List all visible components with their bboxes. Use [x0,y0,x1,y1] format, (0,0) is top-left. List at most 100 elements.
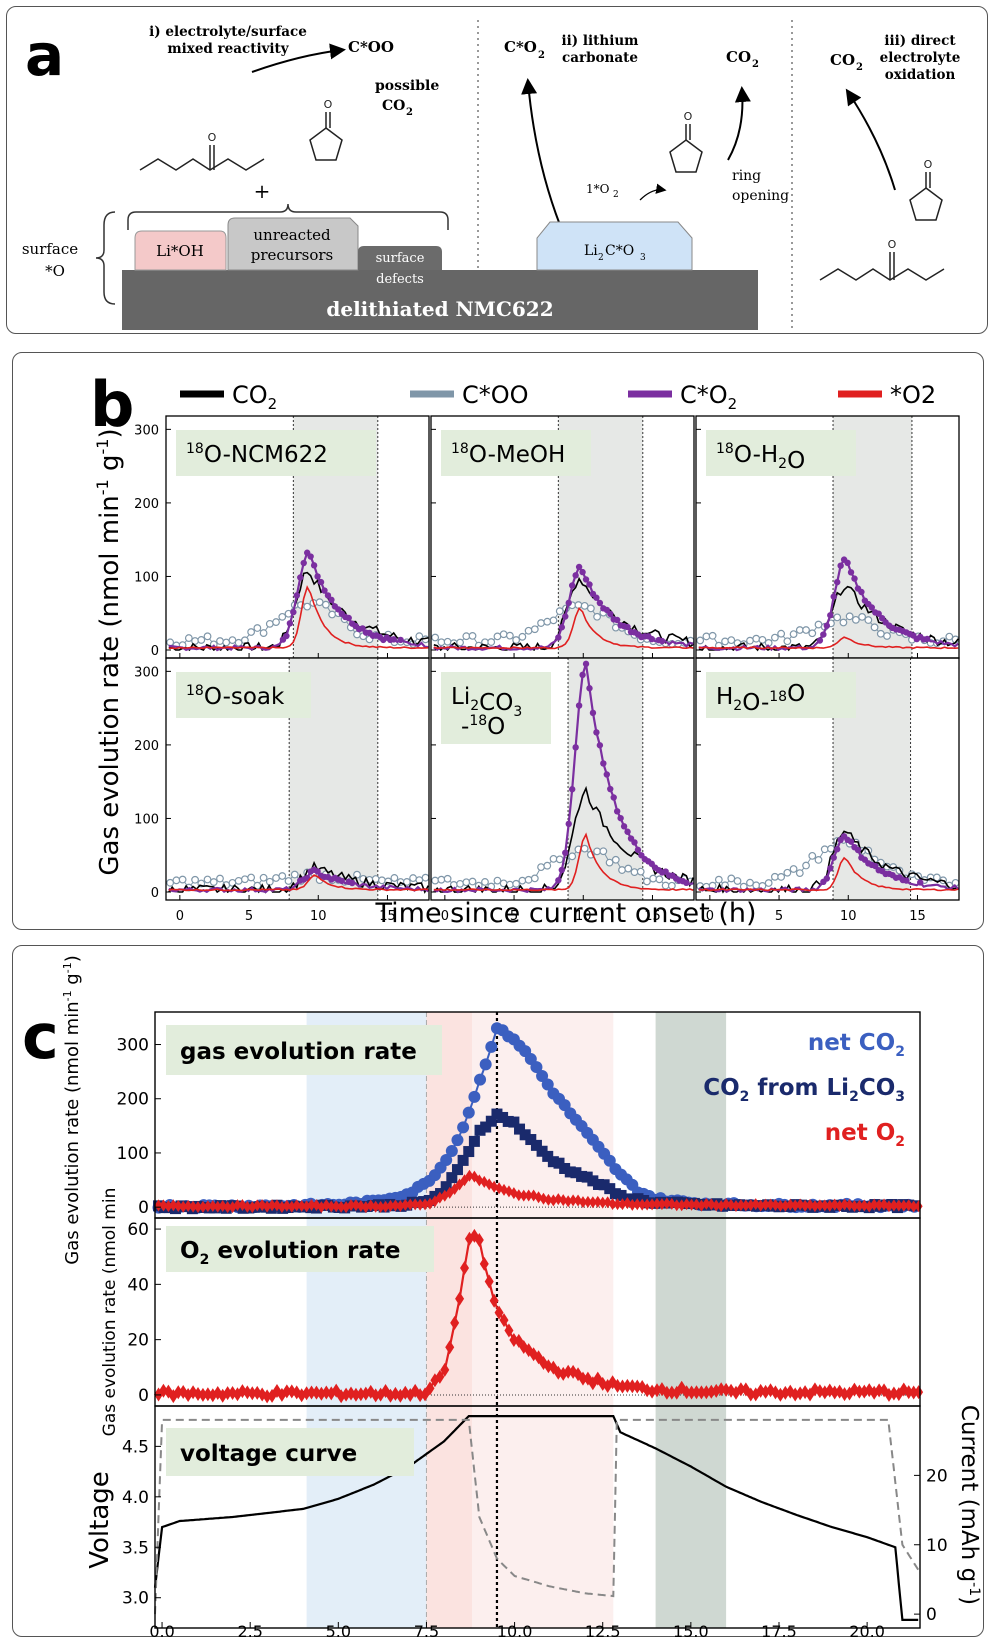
xtick-label: 7.5 [414,1622,439,1638]
cso2-point [572,744,579,751]
coo-point [764,879,773,887]
cso2-point [607,610,614,618]
series-point [302,1200,311,1213]
series-point [322,1199,331,1212]
series-point [508,1116,520,1128]
panel-c-mid-ylabel: Gas evolution rate (nmol min [100,1188,120,1437]
cso2-point [579,671,586,679]
series-o2-mid [154,1228,924,1404]
series-point [554,1193,563,1206]
series-point [332,1200,341,1213]
series-point [771,1198,780,1211]
series-point [401,1198,410,1211]
coo-point [328,610,337,619]
series-point [662,1197,671,1210]
ytick-label: 40 [127,1275,149,1295]
series-point [731,1200,740,1213]
series-point [445,1145,458,1158]
ytick-label: 200 [134,739,159,754]
coo-point [481,878,489,886]
xtick-label: 15 [644,909,661,924]
series-point [174,1200,183,1213]
series-point [691,1385,701,1400]
coo-point [605,858,614,867]
svg-text:O: O [324,98,333,111]
series-point [682,1385,692,1400]
coo-point [555,607,564,616]
section3-title-2: electrolyte [880,50,961,66]
coo-point [630,868,639,877]
subplot-frame [430,657,695,901]
cso2-point [345,614,352,622]
series-point [194,1201,203,1214]
section2-arrow-left [521,78,561,226]
series-point [904,1199,913,1212]
coo-point [771,633,779,642]
cso2-point [575,563,583,571]
cso2-point [596,742,604,749]
xtick-label: 5 [245,909,253,924]
cso2-point [562,613,569,620]
series-point [381,1200,390,1213]
surface-bracket [95,211,116,305]
cso2-point [658,637,666,645]
series-o2-line [698,636,959,650]
series-point [203,1200,212,1213]
cso2-point [903,877,910,884]
section1-product1: C*OO [348,38,394,56]
time-band-2 [472,1012,614,1628]
lioh-block [134,230,227,271]
panel-c-plots: 0 100 200 300 0 20 40 60 3.0 3.5 4.0 4.5 0 10 20 0.0 2.5… [61,955,982,1638]
section3-arrow [845,88,896,191]
cso2-point [820,631,827,638]
series-point [632,1379,642,1394]
coo-point [758,635,767,644]
series-point [277,1201,286,1214]
section3-title-3: oxidation [885,67,956,83]
coo-point [197,636,206,644]
xtick-label: 5 [775,909,783,924]
carbonate-label-sub2: 3 [640,253,646,263]
coo-point [593,612,602,621]
coo-point [708,631,717,640]
series-point [687,1385,697,1400]
series-point [736,1199,745,1212]
coo-point [191,875,199,884]
ytick-label: 300 [134,423,159,438]
coo-point [518,876,527,885]
series-point [173,1385,183,1400]
series-point [468,1135,480,1147]
series-point [692,1198,701,1211]
series-point [581,1171,593,1183]
coo-point [409,874,417,882]
coo-point [166,878,175,887]
carbonate-label-mid: C*O [605,243,634,259]
series-point [446,1172,458,1184]
cso2-point [830,593,837,600]
cso2-point [390,636,397,643]
series-point [825,1199,834,1212]
coo-point [530,874,539,883]
coo-point [593,847,602,856]
series-point [549,1194,558,1207]
coo-point [580,844,589,853]
coo-point [649,874,658,883]
coo-point [833,613,842,622]
cso2-point [321,587,328,594]
cso2-point [613,616,621,624]
series-point [716,1382,726,1397]
cso2-point [582,576,590,583]
series-point [587,1175,599,1187]
series-point [786,1198,795,1211]
coo-point [883,632,891,640]
surface-label-2: *O [45,262,65,280]
series-point [604,1183,616,1195]
coo-point [353,870,361,879]
coo-point [518,632,527,641]
series-point [463,1146,475,1158]
ytick-label: 60 [127,1220,149,1240]
series-point [465,1169,474,1182]
series-point [672,1199,681,1212]
series-point [479,1256,489,1271]
